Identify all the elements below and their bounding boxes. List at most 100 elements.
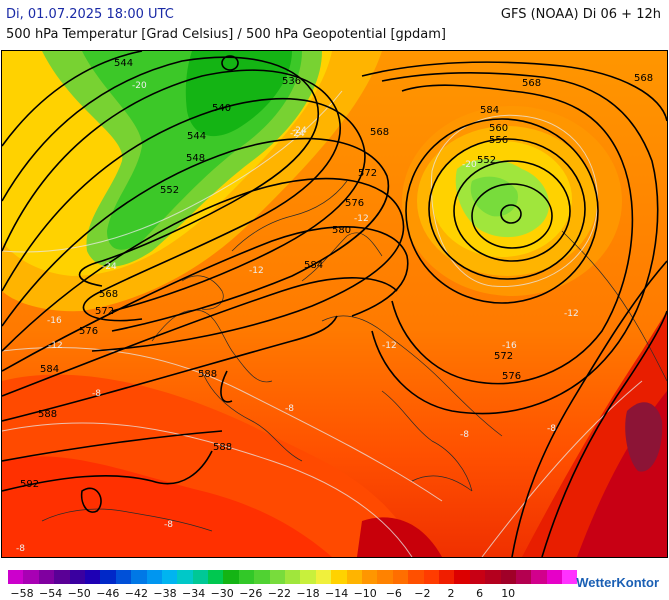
scale-label: −2 bbox=[414, 587, 431, 600]
scale-swatch bbox=[423, 570, 439, 584]
temperature-isolines bbox=[2, 90, 643, 557]
geo-label: 552 bbox=[160, 185, 179, 196]
geo-label: 556 bbox=[489, 135, 508, 146]
temp-label: -12 bbox=[48, 341, 63, 351]
scale-label: 6 bbox=[476, 587, 484, 600]
geo-label: 572 bbox=[95, 306, 114, 317]
color-scale bbox=[8, 570, 578, 584]
scale-label: −18 bbox=[296, 587, 320, 600]
temp-label: -24 bbox=[292, 126, 307, 136]
scale-label: 2 bbox=[447, 587, 455, 600]
scale-swatch bbox=[531, 570, 547, 584]
geo-label: 588 bbox=[213, 442, 232, 453]
scale-swatch bbox=[469, 570, 486, 584]
scale-swatch bbox=[285, 570, 301, 584]
scale-swatch bbox=[38, 570, 55, 584]
scale-swatch bbox=[515, 570, 532, 584]
temp-label: -12 bbox=[249, 266, 264, 276]
geo-label: 584 bbox=[480, 105, 499, 116]
scale-swatch bbox=[84, 570, 101, 584]
scale-label: −42 bbox=[124, 587, 148, 600]
scale-swatch bbox=[208, 570, 224, 584]
scale-label: 10 bbox=[501, 587, 516, 600]
scale-swatch bbox=[392, 570, 409, 584]
scale-label: −50 bbox=[67, 587, 91, 600]
weather-map[interactable]: 544 536 540 544 548 552 568 572 576 584 … bbox=[1, 50, 668, 558]
geo-label: 552 bbox=[477, 155, 496, 166]
scale-swatch bbox=[300, 570, 316, 584]
scale-label: −22 bbox=[267, 587, 291, 600]
scale-swatch bbox=[269, 570, 286, 584]
hot-zone-med bbox=[357, 517, 442, 557]
geopotential-label-layer: 544 536 540 544 548 552 568 572 576 584 … bbox=[20, 58, 653, 490]
geo-label: 536 bbox=[282, 76, 301, 87]
header: Di, 01.07.2025 18:00 UTC GFS (NOAA) Di 0… bbox=[0, 0, 669, 50]
scale-swatch bbox=[315, 570, 332, 584]
scale-label: −58 bbox=[10, 587, 34, 600]
temp-label: -24 bbox=[102, 262, 117, 272]
geo-label: 588 bbox=[198, 369, 217, 380]
scale-label: −46 bbox=[96, 587, 120, 600]
geo-label: 584 bbox=[304, 260, 323, 271]
scale-swatch bbox=[377, 570, 393, 584]
temp-label: -20 bbox=[462, 160, 477, 170]
geo-label: 580 bbox=[332, 225, 351, 236]
geo-label: 588 bbox=[38, 409, 57, 420]
temp-label: -8 bbox=[164, 520, 173, 530]
hot-core-east bbox=[625, 402, 663, 472]
temp-label: -12 bbox=[564, 309, 579, 319]
temp-label: -16 bbox=[502, 341, 517, 351]
scale-swatch bbox=[177, 570, 193, 584]
geo-label: 544 bbox=[187, 131, 206, 142]
scale-label: −38 bbox=[153, 587, 177, 600]
scale-swatch bbox=[238, 570, 255, 584]
geo-label: 540 bbox=[212, 103, 231, 114]
temp-label: -8 bbox=[547, 424, 556, 434]
warm-zone-south bbox=[2, 456, 332, 557]
model-info: GFS (NOAA) Di 06 + 12h bbox=[500, 7, 661, 22]
scale-label: −10 bbox=[353, 587, 377, 600]
temp-label: -20 bbox=[132, 81, 147, 91]
scale-label: −30 bbox=[210, 587, 234, 600]
coastlines bbox=[41, 180, 667, 532]
scale-swatch bbox=[408, 570, 424, 584]
scale-swatch bbox=[131, 570, 147, 584]
scale-swatch bbox=[438, 570, 455, 584]
geo-label: 572 bbox=[358, 168, 377, 179]
geo-label: 568 bbox=[634, 73, 653, 84]
geo-label: 568 bbox=[99, 289, 118, 300]
scale-swatch bbox=[254, 570, 270, 584]
temp-label: -12 bbox=[382, 341, 397, 351]
scale-swatch bbox=[500, 570, 516, 584]
scale-label: −54 bbox=[38, 587, 63, 600]
scale-swatch bbox=[115, 570, 132, 584]
scale-swatch bbox=[346, 570, 362, 584]
scale-swatch bbox=[192, 570, 209, 584]
temp-label: -8 bbox=[285, 404, 294, 414]
geo-label: 584 bbox=[40, 364, 59, 375]
scale-swatch bbox=[69, 570, 85, 584]
geo-label: 592 bbox=[20, 479, 39, 490]
temperature-label-layer: -20 -24 -24 -16 -12 -12 -12 -8 -8 -8 -8 … bbox=[16, 81, 579, 554]
geo-label: 544 bbox=[114, 58, 133, 69]
geo-label: 560 bbox=[489, 123, 508, 134]
geopotential-isolines bbox=[2, 51, 667, 557]
geo-label: 572 bbox=[494, 351, 513, 362]
scale-swatch bbox=[361, 570, 378, 584]
geo-label: 568 bbox=[370, 127, 389, 138]
temp-label: -8 bbox=[460, 430, 469, 440]
scale-swatch bbox=[223, 570, 239, 584]
scale-swatch bbox=[546, 570, 563, 584]
scale-label: −34 bbox=[181, 587, 206, 600]
temp-label: -16 bbox=[47, 316, 62, 326]
scale-label: −26 bbox=[239, 587, 263, 600]
scale-label: −14 bbox=[324, 587, 349, 600]
temp-label: -12 bbox=[354, 214, 369, 224]
trough-core bbox=[185, 51, 292, 137]
geo-label: 576 bbox=[502, 371, 521, 382]
map-subtitle: 500 hPa Temperatur [Grad Celsius] / 500 … bbox=[6, 27, 447, 42]
scale-swatch bbox=[331, 570, 347, 584]
scale-swatch bbox=[100, 570, 116, 584]
wetterkontor-logo[interactable]: WetterKontor bbox=[576, 575, 659, 590]
geo-label: 568 bbox=[522, 78, 541, 89]
